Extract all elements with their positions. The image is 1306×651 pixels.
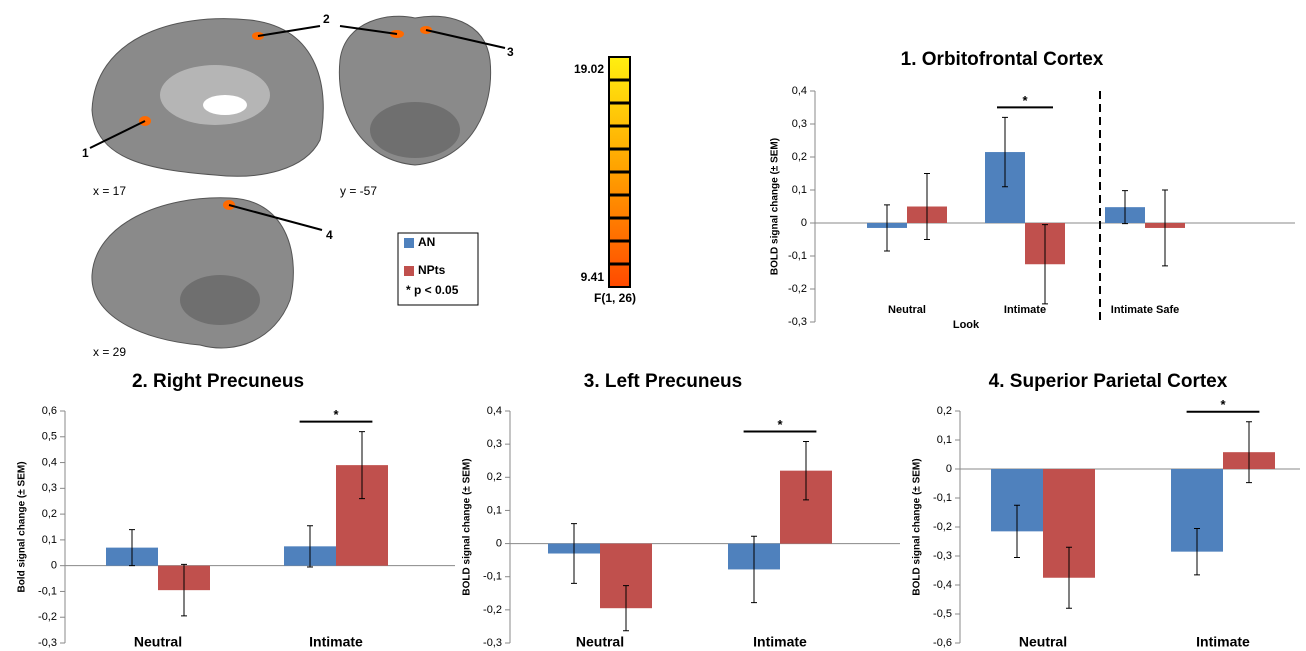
y-tick-label: -0,4 <box>933 579 952 591</box>
y-tick-label: 0,3 <box>792 118 807 130</box>
legend-note: * p < 0.05 <box>406 283 459 297</box>
y-axis-label: BOLD signal change (± SEM) <box>912 458 923 595</box>
y-tick-label: 0,1 <box>937 434 952 446</box>
marker-label: 4 <box>326 228 333 242</box>
y-tick-label: 0,2 <box>937 405 952 417</box>
y-tick-label: 0,2 <box>42 508 57 520</box>
y-tick-label: -0,3 <box>933 550 952 562</box>
y-tick-label: -0,3 <box>483 637 502 649</box>
colorbar-label: F(1, 26) <box>594 291 636 305</box>
group-label: Look <box>953 319 980 331</box>
colorbar <box>609 57 630 287</box>
y-tick-label: -0,6 <box>933 637 952 649</box>
y-tick-label: -0,3 <box>38 637 57 649</box>
error-bar <box>884 205 890 251</box>
y-tick-label: -0,5 <box>933 608 952 620</box>
y-tick-label: 0,1 <box>42 534 57 546</box>
x-tick-label: Intimate <box>1004 304 1046 316</box>
y-tick-label: 0 <box>51 560 57 572</box>
x-tick-label: Neutral <box>576 634 624 650</box>
y-tick-label: 0,1 <box>487 504 502 516</box>
y-tick-label: 0,2 <box>487 471 502 483</box>
figure: 1 2 3 4 x = 17 y = -57 x = 29 19.02 9.41… <box>0 0 1306 651</box>
y-tick-label: 0 <box>946 463 952 475</box>
legend-label: NPts <box>418 263 446 277</box>
x-tick-label: Intimate <box>753 634 807 650</box>
y-tick-label: -0,1 <box>788 250 807 262</box>
y-axis-label: Bold signal change (± SEM) <box>17 461 28 592</box>
significance-mark: * <box>333 407 339 422</box>
x-tick-label: Intimate <box>309 634 363 650</box>
y-tick-label: -0,1 <box>933 492 952 504</box>
y-tick-label: -0,1 <box>483 571 502 583</box>
y-tick-label: 0,4 <box>42 456 57 468</box>
chart-title: 2. Right Precuneus <box>132 371 304 392</box>
y-tick-label: -0,1 <box>38 585 57 597</box>
y-tick-label: 0,4 <box>487 405 502 417</box>
chart-title: 4. Superior Parietal Cortex <box>989 371 1228 392</box>
colorbar-min: 9.41 <box>581 270 605 284</box>
x-tick-label: Neutral <box>1019 634 1067 650</box>
y-tick-label: -0,2 <box>788 283 807 295</box>
significance-mark: * <box>1022 93 1028 108</box>
y-tick-label: 0 <box>496 537 502 549</box>
y-tick-label: 0,4 <box>792 85 807 97</box>
y-tick-label: -0,2 <box>38 611 57 623</box>
y-axis-label: BOLD signal change (± SEM) <box>770 138 781 275</box>
y-tick-label: -0,3 <box>788 316 807 328</box>
legend-swatch <box>404 238 414 248</box>
y-tick-label: 0,1 <box>792 184 807 196</box>
marker-label: 2 <box>323 12 330 26</box>
significance-mark: * <box>777 417 783 432</box>
x-tick-label: Neutral <box>888 304 926 316</box>
y-tick-label: -0,2 <box>483 604 502 616</box>
y-tick-label: 0,3 <box>487 438 502 450</box>
slice-label: y = -57 <box>340 184 377 198</box>
y-tick-label: -0,2 <box>933 521 952 533</box>
significance-mark: * <box>1220 397 1226 412</box>
x-tick-label: Intimate <box>1196 634 1250 650</box>
slice-label: x = 17 <box>93 184 126 198</box>
y-axis-label: BOLD signal change (± SEM) <box>462 458 473 595</box>
marker-label: 3 <box>507 45 514 59</box>
chart-title: 3. Left Precuneus <box>584 371 742 392</box>
y-tick-label: 0,6 <box>42 405 57 417</box>
y-tick-label: 0 <box>801 217 807 229</box>
chart-title: 1. Orbitofrontal Cortex <box>901 49 1104 70</box>
y-tick-label: 0,3 <box>42 482 57 494</box>
slice-label: x = 29 <box>93 345 126 359</box>
legend-label: AN <box>418 235 435 249</box>
y-tick-label: 0,2 <box>792 151 807 163</box>
colorbar-max: 19.02 <box>574 62 604 76</box>
marker-label: 1 <box>82 146 89 160</box>
legend-swatch <box>404 266 414 276</box>
x-tick-label: Neutral <box>134 634 182 650</box>
x-tick-label: Intimate Safe <box>1111 304 1179 316</box>
y-tick-label: 0,5 <box>42 431 57 443</box>
